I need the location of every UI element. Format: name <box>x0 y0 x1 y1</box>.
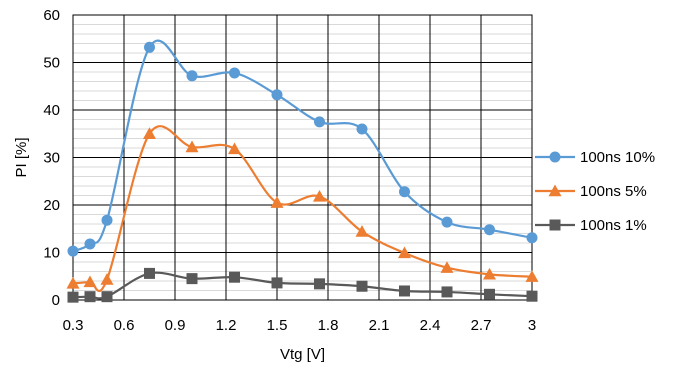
plot-frame <box>72 14 533 301</box>
x-tick-label: 1.2 <box>216 317 237 334</box>
data-point <box>101 291 113 303</box>
x-tick-label: 0.9 <box>165 317 186 334</box>
y-tick-labels: 0 10 20 30 40 50 60 <box>43 7 60 309</box>
data-point <box>186 70 198 82</box>
x-tick-label: 0.3 <box>63 317 84 334</box>
data-point <box>143 127 156 139</box>
y-tick-label: 40 <box>43 102 60 119</box>
series-line <box>72 125 533 293</box>
data-point <box>314 278 325 290</box>
y-axis-title: PI [%] <box>13 137 30 177</box>
legend-item: 100ns 5% <box>535 183 647 200</box>
x-tick-label: 2.4 <box>420 317 441 334</box>
legend-marker <box>549 151 561 163</box>
x-tick-label: 1.8 <box>318 317 339 334</box>
data-point <box>314 116 325 128</box>
x-tick-label: 0.6 <box>114 317 135 334</box>
data-point <box>144 267 155 279</box>
x-tick-label: 2.7 <box>471 317 492 334</box>
legend-label: 100ns 1% <box>580 217 647 234</box>
data-point <box>270 196 284 208</box>
data-point <box>84 291 96 303</box>
data-point <box>229 67 240 79</box>
y-tick-label: 50 <box>43 55 60 72</box>
y-tick-label: 10 <box>43 245 60 262</box>
data-point <box>441 286 453 298</box>
data-point <box>313 189 326 202</box>
y-tick-label: 0 <box>52 292 60 309</box>
legend-label: 100ns 10% <box>580 149 655 166</box>
series-3 <box>67 267 538 303</box>
data-point <box>67 291 79 303</box>
x-tick-label: 1.5 <box>267 317 288 334</box>
x-axis-title: Vtg [V] <box>280 346 325 363</box>
data-point <box>356 123 368 135</box>
data-point <box>271 277 283 289</box>
data-point <box>525 270 539 282</box>
x-tick-label: 3 <box>528 317 536 334</box>
data-point <box>186 273 198 285</box>
data-point <box>67 245 79 257</box>
y-tick-label: 20 <box>43 197 60 214</box>
data-point <box>440 261 454 273</box>
data-point <box>271 89 283 101</box>
data-point <box>399 186 410 198</box>
data-point <box>66 276 80 289</box>
data-point <box>399 285 410 297</box>
data-point <box>229 271 240 283</box>
legend: 100ns 10% 100ns 5% 100ns 1% <box>535 149 655 234</box>
grid-lines <box>72 14 533 301</box>
series-layer <box>66 39 539 303</box>
y-tick-label: 30 <box>43 150 60 167</box>
series-2 <box>66 125 539 293</box>
data-point <box>398 246 411 259</box>
data-point <box>185 140 199 153</box>
series-line <box>72 271 533 300</box>
series-1 <box>67 39 538 257</box>
data-point <box>101 214 113 226</box>
data-point <box>526 290 538 302</box>
x-tick-label: 2.1 <box>369 317 390 334</box>
y-tick-label: 60 <box>43 7 60 24</box>
data-point <box>144 41 155 53</box>
legend-item: 100ns 10% <box>535 149 655 166</box>
legend-label: 100ns 5% <box>580 183 647 200</box>
data-point <box>484 224 495 236</box>
data-point <box>355 225 369 237</box>
data-point <box>83 275 97 288</box>
data-point <box>484 288 495 300</box>
legend-marker <box>548 184 562 197</box>
data-point <box>441 216 453 228</box>
data-point <box>356 280 368 292</box>
data-point <box>526 232 538 244</box>
data-point <box>84 238 96 250</box>
legend-marker <box>549 219 561 231</box>
data-point <box>228 142 241 155</box>
data-point <box>100 273 114 285</box>
legend-item: 100ns 1% <box>535 217 647 234</box>
data-point <box>483 267 496 280</box>
x-tick-labels: 0.3 0.6 0.9 1.2 1.5 1.8 2.1 2.4 2.7 3 <box>63 317 537 334</box>
